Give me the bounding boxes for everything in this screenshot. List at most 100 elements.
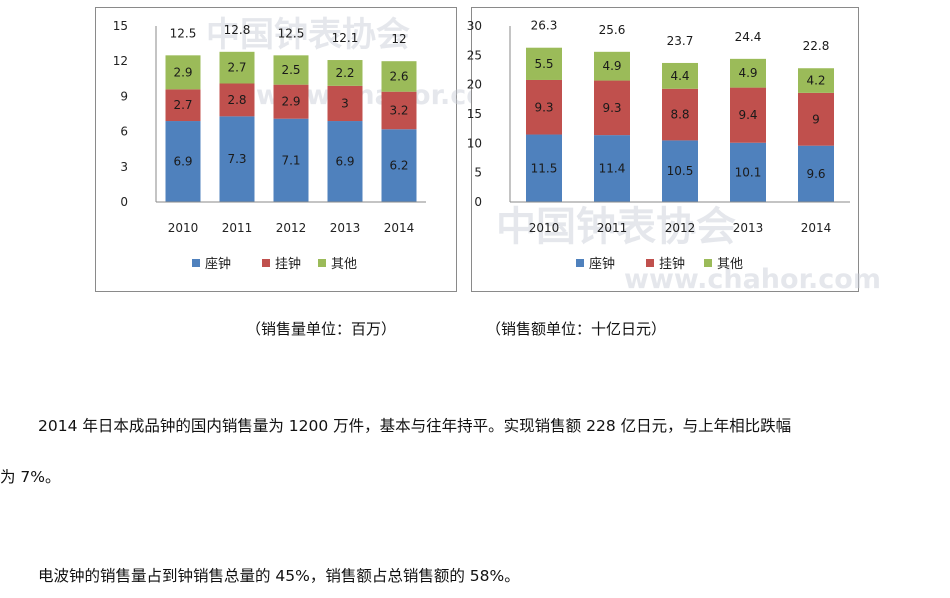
data-label: 2.8 xyxy=(227,93,246,107)
chart-sales-volume: 中国钟表协会www.chahor.com036912156.92.72.912.… xyxy=(113,15,513,272)
paragraph-1-line-2: 为 7%。 xyxy=(0,468,61,486)
bar-segment-2014-座钟 xyxy=(798,145,834,202)
data-label: 2.2 xyxy=(335,66,354,80)
y-tick-label: 10 xyxy=(467,136,482,150)
x-tick-label: 2010 xyxy=(168,221,199,235)
bar-segment-2014-其他 xyxy=(381,61,417,92)
data-label: 9.6 xyxy=(806,167,825,181)
total-label: 12.1 xyxy=(332,31,359,45)
bar-segment-2013-座钟 xyxy=(327,121,363,202)
y-tick-label: 15 xyxy=(113,19,128,33)
bar-segment-2014-座钟 xyxy=(381,129,417,202)
data-label: 4.9 xyxy=(602,59,621,73)
legend-swatch-挂钟 xyxy=(646,259,654,267)
y-tick-label: 15 xyxy=(467,107,482,121)
data-label: 2.6 xyxy=(389,69,408,83)
bar-segment-2013-挂钟 xyxy=(327,85,363,122)
y-tick-label: 6 xyxy=(120,125,128,139)
total-label: 25.6 xyxy=(599,23,626,37)
x-tick-label: 2011 xyxy=(222,221,253,235)
total-label: 26.3 xyxy=(531,19,558,33)
x-tick-label: 2010 xyxy=(529,221,560,235)
data-label: 6.9 xyxy=(173,155,192,169)
y-tick-label: 12 xyxy=(113,54,128,68)
legend-swatch-座钟 xyxy=(576,259,584,267)
data-label: 3.2 xyxy=(389,103,408,117)
total-label: 23.7 xyxy=(667,34,694,48)
legend-label: 挂钟 xyxy=(275,256,301,272)
bar-segment-2011-座钟 xyxy=(594,135,630,202)
x-tick-label: 2012 xyxy=(665,221,696,235)
bar-segment-2011-挂钟 xyxy=(594,80,630,136)
paragraph-2: 电波钟的销售量占到钟销售总量的 45%，销售额占总销售额的 58%。 xyxy=(38,567,520,585)
data-label: 6.9 xyxy=(335,155,354,169)
x-tick-label: 2014 xyxy=(801,221,832,235)
y-tick-label: 0 xyxy=(474,195,482,209)
bar-segment-2012-座钟 xyxy=(662,140,698,202)
bar-segment-2014-挂钟 xyxy=(798,92,834,146)
data-label: 9.3 xyxy=(602,101,621,115)
chart-sales-amount: 中国钟表协会 www.chahor.com 0 5 10 15 20 25 30 11.5 9.3 5… xyxy=(467,19,881,295)
data-label: 11.5 xyxy=(531,161,558,175)
y-tick-label: 5 xyxy=(474,166,482,180)
data-label: 2.7 xyxy=(227,61,246,75)
bar-segment-2013-座钟 xyxy=(730,142,766,202)
bar-segment-2014-其他 xyxy=(798,68,834,93)
legend-label: 座钟 xyxy=(205,256,231,272)
bar-segment-2010-座钟 xyxy=(165,121,201,202)
bar-segment-2011-其他 xyxy=(594,51,630,81)
total-label: 22.8 xyxy=(803,39,830,53)
data-label: 4.4 xyxy=(670,69,689,83)
legend-swatch-其他 xyxy=(704,259,712,267)
data-label: 11.4 xyxy=(599,162,626,176)
total-label: 12.5 xyxy=(170,26,197,40)
data-label: 7.3 xyxy=(227,152,246,166)
chart-panel-sales-volume: 中国钟表协会www.chahor.com036912156.92.72.912.… xyxy=(95,7,513,292)
data-label: 10.5 xyxy=(667,164,694,178)
x-tick-label: 2013 xyxy=(733,221,764,235)
bar-segment-2013-挂钟 xyxy=(730,87,766,143)
bar-segment-2010-挂钟 xyxy=(526,79,562,135)
paragraph-1-line-1: 2014 年日本成品钟的国内销售量为 1200 万件，基本与往年持平。实现销售额… xyxy=(38,417,792,435)
bar-segment-2010-其他 xyxy=(165,55,201,90)
data-label: 4.9 xyxy=(738,66,757,80)
y-tick-label: 30 xyxy=(467,19,482,33)
data-label: 6.2 xyxy=(389,159,408,173)
bar-segment-2011-其他 xyxy=(219,51,255,84)
total-label: 12 xyxy=(391,32,406,46)
data-label: 4.2 xyxy=(806,74,825,88)
legend-label: 挂钟 xyxy=(659,256,685,272)
data-label: 7.1 xyxy=(281,153,300,167)
bar-segment-2014-挂钟 xyxy=(381,91,417,130)
y-tick-label: 25 xyxy=(467,48,482,62)
total-label: 12.5 xyxy=(278,26,305,40)
x-tick-label: 2013 xyxy=(330,221,361,235)
bar-segment-2012-其他 xyxy=(273,55,309,85)
data-label: 5.5 xyxy=(534,57,553,71)
data-label: 8.8 xyxy=(670,108,689,122)
data-label: 2.7 xyxy=(173,98,192,112)
data-label: 3 xyxy=(341,96,349,110)
caption-left: （销售量单位：百万） xyxy=(246,320,397,338)
bar-segment-2010-其他 xyxy=(526,47,562,80)
bar-segment-2013-其他 xyxy=(327,60,363,86)
chart-panel-sales-amount: 中国钟表协会 www.chahor.com 0 5 10 15 20 25 30 11.5 9.3 5… xyxy=(467,7,881,295)
data-label: 9.3 xyxy=(534,100,553,114)
caption-right: （销售额单位：十亿日元） xyxy=(486,320,667,338)
legend-label: 其他 xyxy=(331,257,357,272)
y-tick-label: 0 xyxy=(120,195,128,209)
data-label: 9 xyxy=(812,112,820,126)
legend-swatch-座钟 xyxy=(192,259,200,267)
legend-swatch-其他 xyxy=(318,259,326,267)
y-tick-label: 20 xyxy=(467,78,482,92)
total-label: 24.4 xyxy=(735,30,762,44)
legend-swatch-挂钟 xyxy=(262,259,270,267)
bar-segment-2012-其他 xyxy=(662,62,698,89)
legend-label: 其他 xyxy=(717,257,743,272)
bar-segment-2010-挂钟 xyxy=(165,89,201,122)
watermark-url-1-1: www.chahor.com xyxy=(624,264,881,295)
y-tick-label: 9 xyxy=(120,89,128,103)
x-tick-label: 2011 xyxy=(597,221,628,235)
watermark-text-0-0: 中国钟表协会 xyxy=(206,15,410,55)
data-label: 2.9 xyxy=(173,65,192,79)
